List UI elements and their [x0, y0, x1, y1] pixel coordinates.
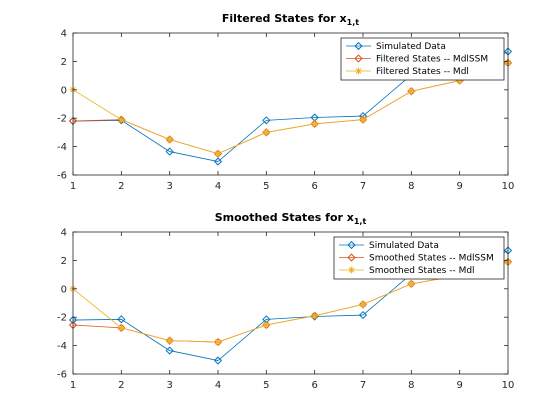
chart-1-series-3-point-7	[359, 116, 367, 124]
chart-1-axes-box	[72, 32, 509, 176]
chart-2-series-3-point-8	[407, 280, 415, 288]
chart-1-x-tick-label-7: 7	[360, 181, 366, 192]
chart-2-series-3-point-5	[262, 321, 270, 329]
chart-2-y-tick-label-1: -6	[57, 370, 67, 381]
chart-2-series-3-point-6	[311, 312, 319, 320]
chart-1-legend-marker-3-d2	[355, 68, 362, 74]
chart-1-title: Filtered States for x1,t	[222, 12, 359, 27]
chart-2-legend-marker-3	[348, 266, 355, 274]
chart-panel-2: Smoothed States for x1,t 1 2 3 4 5 6 7 8 9 10 -6 -4 -…	[57, 211, 514, 391]
chart-2-legend-marker-1	[347, 240, 356, 250]
chart-2-series-3-point-4	[214, 338, 222, 346]
chart-1-series-1-point-4	[213, 157, 223, 166]
chart-2-legend-marker-2	[347, 253, 356, 262]
chart-1-x-tick-label-10: 10	[502, 181, 515, 192]
chart-2-series-3-point-5-d2	[263, 322, 270, 328]
chart-2-title: Smoothed States for x1,t	[215, 211, 367, 226]
chart-2-y-tick-label-6: 4	[61, 228, 67, 239]
chart-1-x-tick-label-2: 2	[118, 181, 124, 192]
chart-2-series-3-point-7	[359, 301, 367, 308]
chart-2-legend-label-2: Smoothed States -- MdlSSM	[369, 254, 494, 264]
chart-2-axes-box	[72, 231, 509, 375]
chart-2-legend-box	[333, 236, 505, 280]
chart-2-y-tick-label-5: 2	[61, 256, 67, 267]
chart-2-x-tick-label-8: 8	[408, 380, 414, 391]
chart-1-y-tick-label-2: -4	[57, 142, 67, 153]
chart-1-x-tick-label-8: 8	[408, 181, 414, 192]
chart-2-x-tick-label-9: 9	[456, 380, 462, 391]
chart-1-legend-label-2: Filtered States -- MdlSSM	[376, 55, 488, 65]
chart-1-legend-marker-3	[355, 67, 362, 75]
chart-1-y-tick-label-5: 2	[61, 57, 67, 68]
chart-1-series-3-point-7-d2	[360, 116, 366, 123]
chart-2-series-3-point-4-d2	[215, 339, 221, 345]
chart-2-legend-label-3: Smoothed States -- Mdl	[369, 266, 475, 276]
chart-2-x-tick-label-2: 2	[118, 380, 124, 391]
chart-1-series-3-point-3	[166, 136, 174, 143]
chart-2-series-1-point-7	[358, 310, 368, 320]
chart-1-x-tick-label-6: 6	[311, 181, 317, 192]
chart-1-series-3-point-2	[117, 116, 125, 124]
chart-2-y-tick-label-3: -2	[57, 313, 67, 324]
chart-2-series-3-point-2-d2	[118, 325, 125, 331]
chart-1-series-3-point-5-d2	[263, 129, 270, 136]
chart-2-legend-label-1: Simulated Data	[369, 241, 439, 251]
chart-2-x-tick-label-3: 3	[166, 380, 172, 391]
chart-1-x-tick-label-4: 4	[215, 181, 221, 192]
chart-1-series-1-point-3	[165, 147, 174, 156]
chart-2-x-tick-label-1: 1	[70, 380, 76, 391]
chart-2-x-tick-label-6: 6	[311, 380, 317, 391]
chart-2-x-tick-label-7: 7	[360, 380, 366, 391]
chart-2-series-3-point-2	[117, 324, 125, 332]
chart-1-y-tick-label-1: -6	[57, 171, 67, 182]
chart-1-x-tick-label-3: 3	[166, 181, 172, 192]
chart-2-series-3-point-8-d2	[408, 281, 415, 287]
chart-2-series-3-point-3-d2	[166, 337, 173, 344]
chart-2-legend-marker-3-d2	[348, 267, 355, 273]
chart-1-series-3-point-3-d2	[166, 136, 173, 143]
chart-2-x-tick-label-5: 5	[263, 380, 269, 391]
chart-1-series-3-point-8-d2	[408, 88, 415, 94]
chart-1-x-tick-label-1: 1	[70, 181, 76, 192]
chart-2-series-3-point-6-d2	[311, 313, 318, 319]
chart-1-legend-label-1: Simulated Data	[376, 42, 446, 52]
chart-1-legend: Simulated Data Filtered States -- MdlSSM F…	[340, 37, 505, 81]
chart-1-series-3-point-5	[262, 129, 270, 136]
chart-2-series-3-point-7-d2	[360, 301, 366, 308]
chart-2-series-1-point-4	[213, 356, 223, 365]
chart-1-series-3-point-6-d2	[311, 121, 318, 127]
chart-1-y-tick-label-3: -2	[57, 114, 67, 125]
chart-1-y-tick-label-4: 0	[61, 85, 67, 96]
chart-2-y-tick-label-2: -4	[57, 341, 67, 352]
chart-1-y-tick-label-6: 4	[61, 29, 67, 40]
chart-1-series-3-point-4	[214, 150, 222, 158]
chart-1-series-1-point-5	[262, 116, 271, 125]
chart-1-x-tick-label-9: 9	[456, 181, 462, 192]
chart-2-x-tick-label-4: 4	[215, 380, 221, 391]
chart-2-series-1-point-3	[165, 346, 174, 355]
chart-panel-1: Filtered States for x1,t 1 2 3 4 5 6 7 8 9 10 -6 -4 -…	[57, 12, 514, 192]
chart-2-x-tick-label-10: 10	[502, 380, 515, 391]
chart-1-x-tick-label-5: 5	[263, 181, 269, 192]
chart-1-title-main: Filtered States for x	[222, 12, 347, 25]
chart-1-series-3	[69, 59, 512, 158]
chart-2-title-main: Smoothed States for x	[215, 211, 354, 224]
chart-1-legend-box	[340, 37, 505, 81]
chart-2-y-tick-label-4: 0	[61, 284, 67, 295]
chart-1-legend-label-3: Filtered States -- Mdl	[376, 67, 469, 77]
chart-1-legend-marker-2	[354, 54, 363, 63]
chart-1-title-subscript: 1,t	[347, 18, 360, 27]
chart-1-legend-marker-1	[354, 41, 363, 51]
chart-2-series-1-point-2	[117, 315, 126, 324]
chart-2-title-subscript: 1,t	[354, 217, 367, 226]
chart-1-series-3-line	[72, 62, 509, 155]
chart-1-series-3-point-2-d2	[118, 116, 125, 123]
chart-1-series-3-point-6	[311, 120, 319, 128]
chart-2-series-3-line	[72, 261, 509, 343]
chart-2-series-3-point-3	[166, 337, 174, 345]
chart-2-legend: Simulated Data Smoothed States -- MdlSSM S…	[333, 236, 505, 280]
chart-1-series-3-point-4-d2	[215, 150, 221, 157]
chart-1-series-3-point-8	[407, 87, 415, 95]
